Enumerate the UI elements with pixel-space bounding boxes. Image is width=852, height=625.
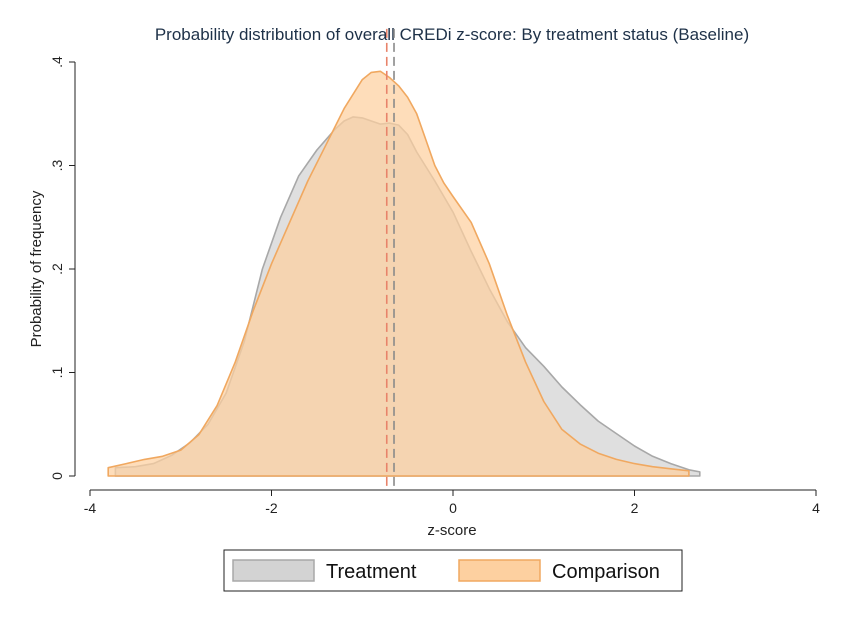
density-area-comparison xyxy=(107,70,690,477)
density-areas xyxy=(107,70,701,477)
y-tick-label: .2 xyxy=(49,263,65,275)
y-tick-label: .1 xyxy=(49,366,65,378)
y-tick-label: .4 xyxy=(49,56,65,68)
y-tick-label: 0 xyxy=(49,472,65,480)
axes: 0 .1 .2 .3 .4 -4 -2 0 2 4 xyxy=(49,56,820,516)
legend-label-treatment: Treatment xyxy=(326,561,417,583)
x-tick-label: 2 xyxy=(631,500,639,516)
x-tick-label: 0 xyxy=(449,500,457,516)
x-axis-title: z-score xyxy=(427,522,476,539)
legend-swatch-comparison xyxy=(458,559,541,582)
legend-label-comparison: Comparison xyxy=(552,561,660,583)
legend-swatch-treatment xyxy=(232,559,315,582)
y-axis-title: Probability of frequency xyxy=(28,190,45,347)
x-tick-label: -4 xyxy=(84,500,97,516)
legend: Treatment Comparison xyxy=(223,549,683,592)
x-tick-label: -2 xyxy=(265,500,278,516)
chart-title: Probability distribution of overall CRED… xyxy=(155,25,749,44)
y-tick-label: .3 xyxy=(49,159,65,171)
mean-lines xyxy=(385,28,395,490)
x-tick-label: 4 xyxy=(812,500,820,516)
